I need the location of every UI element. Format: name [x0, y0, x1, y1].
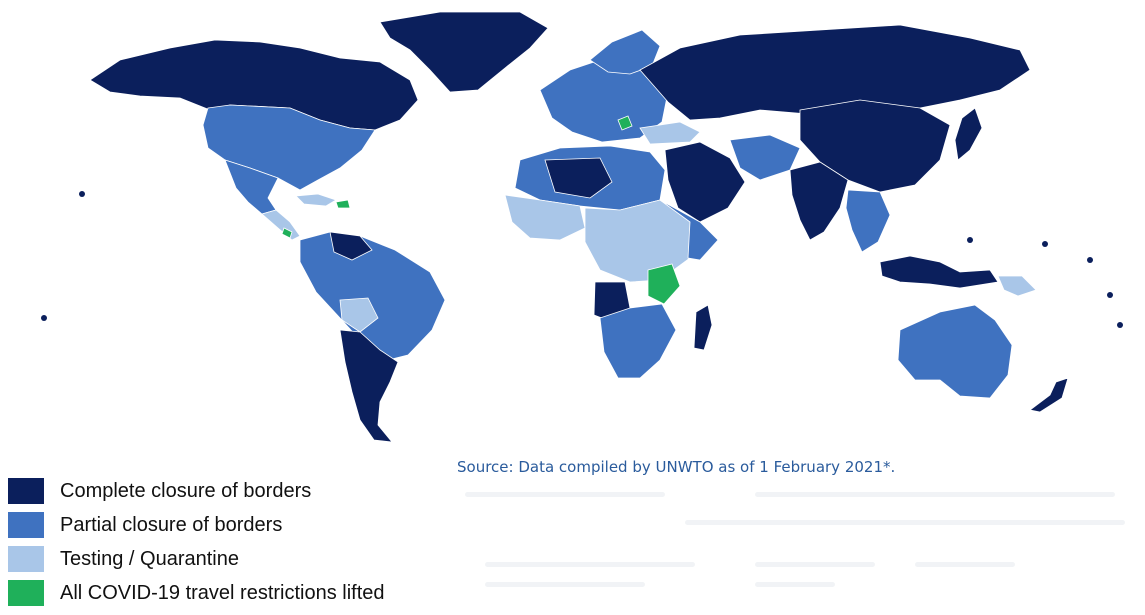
- region-tanzania: [647, 263, 681, 305]
- legend-swatch: [8, 512, 44, 538]
- region-australia: [897, 304, 1013, 399]
- region-madagascar: [693, 304, 713, 351]
- region-canada: [89, 39, 419, 131]
- island-dot: [79, 191, 85, 197]
- legend-label: Testing / Quarantine: [60, 547, 239, 570]
- legend-item-lifted: All COVID-19 travel restrictions lifted: [8, 576, 448, 610]
- region-japan: [954, 107, 983, 161]
- island-dot: [1117, 322, 1123, 328]
- region-scandinavia: [589, 29, 661, 75]
- region-costa-rica: [281, 227, 293, 239]
- island-dot: [1042, 241, 1048, 247]
- legend-label: All COVID-19 travel restrictions lifted: [60, 581, 385, 604]
- legend-swatch: [8, 546, 44, 572]
- legend-swatch: [8, 478, 44, 504]
- region-indonesia: [879, 255, 999, 289]
- region-western-europe: [539, 59, 669, 143]
- region-turkey: [639, 121, 701, 145]
- island-dot: [1107, 292, 1113, 298]
- region-southeast-asia: [845, 189, 891, 253]
- legend-item-complete: Complete closure of borders: [8, 474, 448, 508]
- source-note: Source: Data compiled by UNWTO as of 1 F…: [457, 458, 896, 476]
- legend-label: Complete closure of borders: [60, 479, 312, 502]
- region-greenland: [379, 11, 549, 93]
- region-china: [799, 99, 951, 193]
- island-dot: [1087, 257, 1093, 263]
- region-new-zealand: [1029, 377, 1069, 413]
- world-map: [41, 11, 1123, 443]
- region-middle-east: [664, 141, 746, 223]
- region-balkans: [617, 115, 633, 131]
- region-southern-cone: [339, 329, 399, 443]
- region-south-america-north: [299, 231, 446, 363]
- faint-background-text: [455, 482, 1135, 607]
- island-dot: [41, 315, 47, 321]
- region-png: [997, 275, 1037, 297]
- map-legend: Complete closure of borders Partial clos…: [8, 474, 448, 610]
- region-west-africa: [504, 194, 586, 241]
- legend-item-testing: Testing / Quarantine: [8, 542, 448, 576]
- region-iran: [729, 134, 801, 181]
- region-india: [789, 161, 849, 241]
- region-russia: [639, 24, 1031, 121]
- region-venezuela: [329, 231, 373, 261]
- legend-label: Partial closure of borders: [60, 513, 283, 536]
- region-central-america: [261, 209, 301, 241]
- region-bolivia: [339, 297, 379, 333]
- region-central-africa: [584, 199, 691, 283]
- region-usa: [202, 104, 376, 191]
- region-east-africa: [659, 199, 719, 261]
- legend-item-partial: Partial closure of borders: [8, 508, 448, 542]
- region-algeria-libya: [544, 157, 613, 199]
- region-southern-africa: [599, 303, 677, 379]
- legend-swatch: [8, 580, 44, 606]
- island-dot: [967, 237, 973, 243]
- region-caribbean: [295, 193, 337, 207]
- region-dominican: [335, 199, 351, 209]
